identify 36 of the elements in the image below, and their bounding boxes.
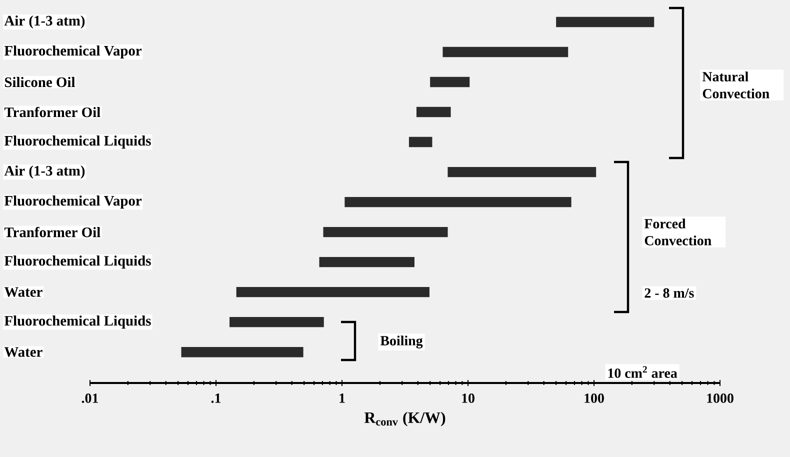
bar [323, 226, 448, 238]
bar [344, 196, 572, 208]
bar [319, 256, 414, 268]
bar [236, 286, 430, 298]
y-tick-label: Air (1-3 atm) [4, 165, 85, 179]
x-tick-label: .1 [211, 394, 221, 403]
y-tick-label: Fluorochemical Vapor [4, 45, 142, 59]
y-tick-label: Water [4, 287, 42, 297]
bar [442, 46, 568, 58]
x-tick-label: .01 [82, 394, 98, 403]
annotation: Natural Convection [702, 72, 770, 98]
y-tick-label: Air (1-3 atm) [4, 15, 85, 29]
y-tick-label: Tranformer Oil [4, 226, 100, 238]
annotation: 10 cm$^{2}$ area [608, 366, 678, 378]
bar [416, 106, 451, 118]
annotation: Forced Convection [644, 218, 712, 246]
y-tick-label: Silicone Oil [4, 76, 75, 88]
y-tick-label: Fluorochemical Liquids [4, 316, 151, 329]
y-tick-label: Water [4, 347, 42, 357]
bar [181, 346, 304, 358]
x-axis-title: R$_{conv}$ (K/W) [364, 412, 446, 426]
x-tick-label: 100 [584, 394, 604, 403]
y-tick-label: Tranformer Oil [4, 106, 100, 118]
annotation: Boiling [380, 336, 423, 348]
bar [408, 136, 432, 148]
annotation: 2 - 8 m/s [644, 288, 694, 298]
x-tick-label: 1000 [707, 394, 734, 403]
y-tick-label: Fluorochemical Vapor [4, 195, 142, 209]
x-tick-label: 10 [462, 394, 474, 403]
y-tick-label: Fluorochemical Liquids [4, 135, 151, 149]
y-tick-label: Fluorochemical Liquids [4, 256, 151, 269]
bar [230, 316, 324, 328]
bar [448, 166, 596, 178]
bar [556, 16, 654, 28]
x-tick-label: 1 [340, 394, 345, 403]
bar [430, 76, 470, 88]
